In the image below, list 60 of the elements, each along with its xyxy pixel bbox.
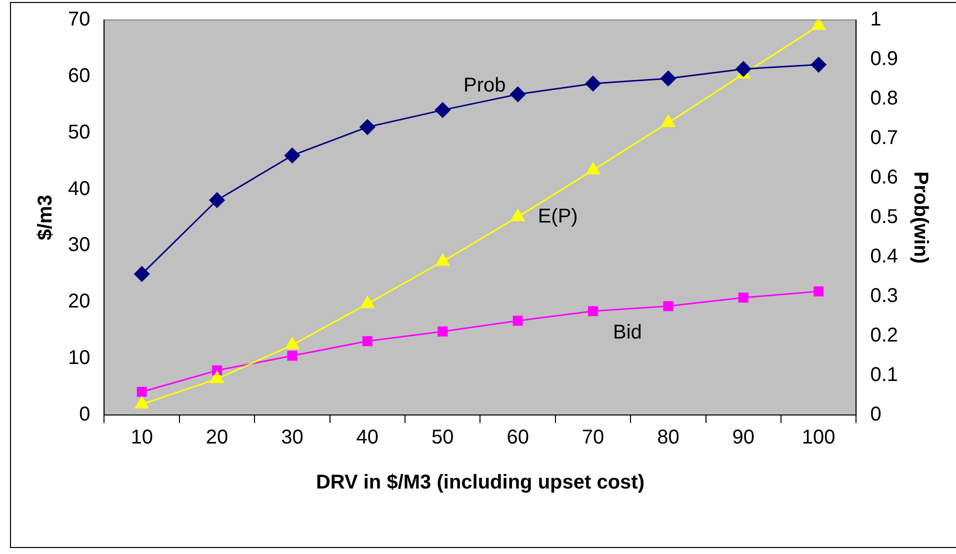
point xyxy=(588,306,598,316)
x-tick-label: 20 xyxy=(206,426,228,449)
y2-tick-label: 0.9 xyxy=(870,48,898,70)
point xyxy=(434,102,450,118)
y2-tick-label: 0.7 xyxy=(870,127,898,150)
point xyxy=(438,326,448,336)
point xyxy=(810,56,826,72)
y2-tick-label: 0.5 xyxy=(870,206,898,228)
y2-tick-label: 0.8 xyxy=(870,88,898,110)
point xyxy=(510,86,526,102)
point xyxy=(360,119,376,135)
x-tick-label: 90 xyxy=(732,426,755,449)
point xyxy=(585,76,601,92)
x-axis-title: DRV in $/M3 (including upset cost) xyxy=(316,472,644,494)
point xyxy=(362,336,372,346)
y-tick-label: 60 xyxy=(68,64,90,87)
point xyxy=(661,114,676,127)
x-tick-label: 70 xyxy=(582,426,604,449)
y2-axis-title: Prob(win) xyxy=(909,171,932,264)
y2-tick-label: 0.6 xyxy=(870,166,898,189)
point xyxy=(586,162,600,174)
y-tick-label: 50 xyxy=(68,121,90,144)
point xyxy=(209,192,225,208)
x-tick-label: 40 xyxy=(356,426,379,449)
y2-tick-label: 0.3 xyxy=(870,285,898,308)
point xyxy=(136,386,147,397)
series-label: E(P) xyxy=(538,205,578,228)
y2-tick-label: 0.4 xyxy=(870,246,898,268)
point xyxy=(660,70,676,86)
point xyxy=(284,148,300,164)
y2-tick-label: 1 xyxy=(870,8,882,31)
point xyxy=(511,209,525,222)
x-tick-label: 80 xyxy=(657,426,680,449)
point xyxy=(360,296,374,308)
y-tick-label: 0 xyxy=(79,404,90,426)
x-tick-label: 30 xyxy=(281,426,304,449)
y-axis-title: $/m3 xyxy=(34,194,57,240)
y2-tick-label: 0.2 xyxy=(870,324,898,347)
x-tick-label: 100 xyxy=(802,426,836,449)
y-tick-label: 30 xyxy=(68,234,90,256)
y2-tick-label: 0.1 xyxy=(870,364,898,386)
x-tick-label: 60 xyxy=(506,426,529,449)
point xyxy=(285,337,300,350)
point xyxy=(814,286,824,296)
series-label: Bid xyxy=(613,322,642,344)
point xyxy=(287,350,298,361)
y-tick-label: 20 xyxy=(68,290,90,313)
point xyxy=(436,254,450,266)
point xyxy=(736,61,752,77)
y-tick-label: 70 xyxy=(68,8,90,31)
point xyxy=(134,266,150,282)
point xyxy=(512,316,523,326)
x-tick-label: 50 xyxy=(432,426,454,449)
point xyxy=(663,301,674,312)
x-tick-label: 10 xyxy=(130,426,153,449)
point xyxy=(738,292,748,303)
series-label: Prob xyxy=(464,74,506,97)
y-tick-label: 40 xyxy=(68,178,90,200)
y-tick-label: 10 xyxy=(68,347,90,370)
y2-tick-label: 0 xyxy=(870,404,882,426)
